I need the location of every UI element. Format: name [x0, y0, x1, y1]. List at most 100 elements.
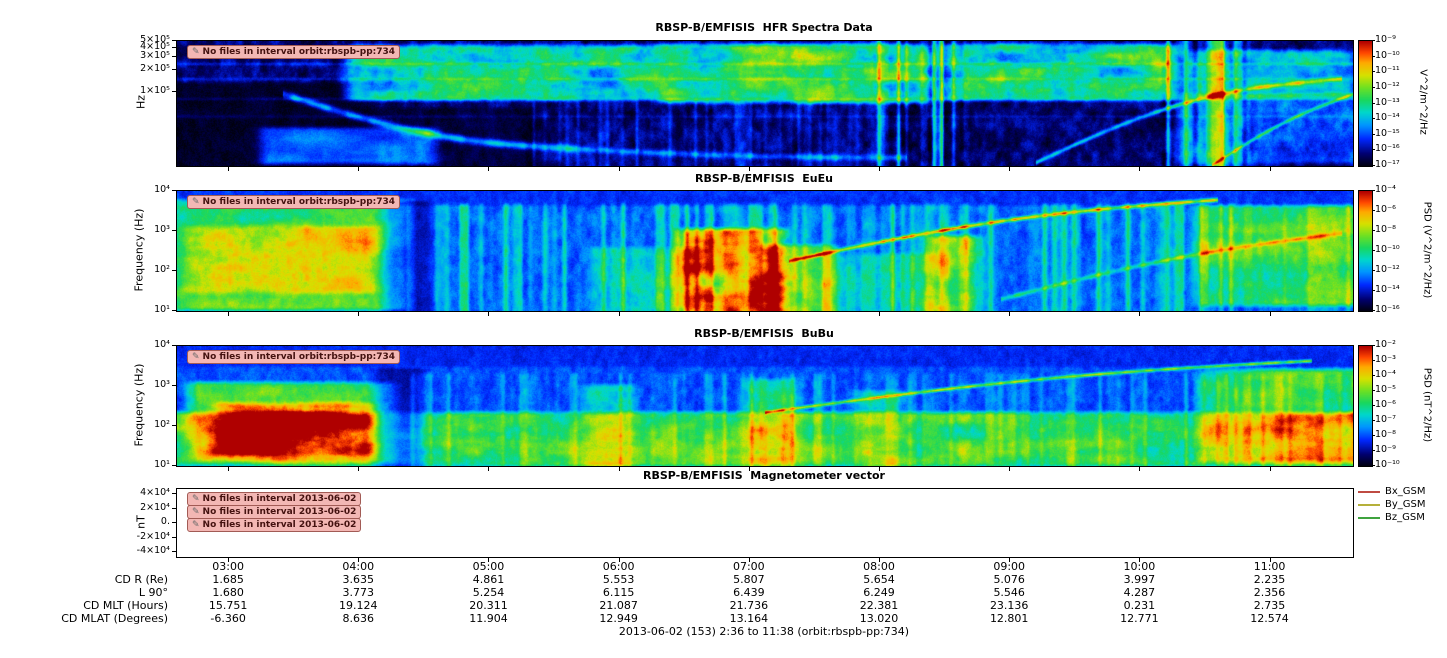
colorbar-gradient — [1359, 346, 1372, 466]
axis-row-value: 22.381 — [859, 599, 899, 612]
y-tick-mark — [172, 522, 176, 523]
axis-row-value: 23.136 — [989, 599, 1029, 612]
no-files-badge[interactable]: ✎ No files in interval 2013-06-02 — [187, 492, 362, 506]
axis-row-value: 12.949 — [599, 612, 638, 625]
colorbar-tick-label: 10⁻¹⁰ — [1375, 244, 1400, 255]
y-tick-mark — [172, 536, 176, 538]
pencil-icon: ✎ — [192, 520, 200, 530]
y-tick-label: 10² — [154, 419, 170, 430]
colorbar-tick-mark — [1372, 149, 1375, 151]
colorbar-tick-label: 10⁻³ — [1375, 354, 1396, 365]
hfr-spectrogram-canvas[interactable] — [177, 41, 1353, 166]
x-tick-mark — [358, 558, 360, 562]
y-tick-mark — [172, 507, 176, 509]
colorbar-tick-mark — [1372, 210, 1375, 211]
time-range-caption: 2013-06-02 (153) 2:36 to 11:38 (orbit:rb… — [618, 625, 910, 638]
y-tick-label: -4×10⁴ — [136, 545, 170, 556]
colorbar-tick-mark — [1372, 450, 1375, 451]
hfr-spectrogram-plot[interactable]: ✎ No files in interval orbit:rbspb-pp:734 — [176, 40, 1354, 167]
legend-label: Bz_GSM — [1385, 512, 1425, 523]
y-tick-mark — [172, 56, 176, 57]
colorbar-tick-mark — [1372, 405, 1375, 406]
x-tick-mark — [879, 558, 880, 562]
pencil-icon: ✎ — [192, 47, 200, 57]
no-files-badge[interactable]: ✎ No files in interval 2013-06-02 — [187, 518, 362, 532]
axis-row-label: CD R (Re) — [114, 573, 168, 586]
x-tick-mark — [879, 312, 880, 316]
x-tick-mark — [748, 558, 750, 562]
x-tick-mark — [358, 167, 360, 171]
colorbar-tick-mark — [1372, 71, 1375, 73]
y-tick-label: 10³ — [154, 379, 170, 390]
axis-row-value: 12.801 — [989, 612, 1029, 625]
x-tick-mark — [1269, 558, 1271, 562]
panel3-title: RBSP-B/EMFISIS BuBu — [694, 327, 834, 340]
x-tick-mark — [1139, 467, 1141, 471]
axis-row-label: CD MLT (Hours) — [83, 599, 168, 612]
colorbar-panel3 — [1358, 345, 1373, 467]
axis-row-value: 5.807 — [733, 573, 765, 586]
x-tick-mark — [358, 467, 360, 471]
no-files-badge[interactable]: ✎ No files in interval orbit:rbspb-pp:734 — [187, 45, 401, 59]
badge-text: No files in interval orbit:rbspb-pp:734 — [202, 352, 396, 362]
axis-row-value: 1.685 — [212, 573, 244, 586]
no-files-badge[interactable]: ✎ No files in interval 2013-06-02 — [187, 505, 362, 519]
time-tick-label: 08:00 — [863, 560, 895, 573]
no-files-badge[interactable]: ✎ No files in interval orbit:rbspb-pp:734 — [187, 350, 401, 364]
eueu-spectrogram-canvas[interactable] — [177, 191, 1353, 311]
y-tick-mark — [172, 551, 176, 552]
colorbar-tick-mark — [1372, 420, 1375, 421]
y-tick-label: 1×10⁵ — [140, 85, 170, 96]
colorbar-tick-mark — [1372, 86, 1375, 88]
pencil-icon: ✎ — [192, 197, 200, 207]
colorbar-tick-mark — [1372, 190, 1375, 191]
colorbar-tick-label: 10⁻⁹ — [1375, 444, 1396, 455]
no-files-badge[interactable]: ✎ No files in interval orbit:rbspb-pp:734 — [187, 195, 401, 209]
panel3-y-axis-label: Frequency (Hz) — [132, 363, 146, 447]
y-tick-mark — [172, 345, 176, 346]
badge-text: No files in interval 2013-06-02 — [202, 494, 357, 504]
magnetometer-plot[interactable]: ✎ No files in interval 2013-06-02 ✎ No file… — [176, 488, 1354, 558]
time-tick-label: 04:00 — [342, 560, 375, 573]
colorbar-tick-mark — [1372, 270, 1375, 271]
colorbar-tick-mark — [1372, 345, 1375, 346]
y-tick-label: 10⁴ — [154, 184, 170, 195]
legend-item[interactable]: Bx_GSM — [1358, 486, 1426, 497]
bubu-spectrogram-canvas[interactable] — [177, 346, 1353, 466]
y-tick-label: 2×10⁵ — [140, 63, 170, 74]
x-tick-mark — [748, 467, 750, 471]
x-tick-mark — [879, 467, 880, 471]
y-tick-mark — [172, 465, 176, 466]
bubu-spectrogram-plot[interactable]: ✎ No files in interval orbit:rbspb-pp:734 — [176, 345, 1354, 467]
y-tick-mark — [172, 425, 176, 426]
y-tick-label: 4×10⁵ — [140, 41, 170, 52]
axis-row-value: 21.087 — [599, 599, 638, 612]
y-tick-label: 10¹ — [154, 459, 170, 470]
axis-row-value: 8.636 — [342, 612, 375, 625]
legend-line-swatch — [1358, 490, 1380, 493]
colorbar-tick-mark — [1372, 230, 1375, 231]
axis-row-value: 15.751 — [208, 599, 248, 612]
colorbar-tick-label: 10⁻² — [1375, 339, 1396, 350]
legend-item[interactable]: By_GSM — [1358, 499, 1426, 510]
colorbar-tick-label: 10⁻¹² — [1375, 80, 1400, 92]
x-tick-mark — [1269, 167, 1271, 171]
colorbar-tick-label: 10⁻⁵ — [1375, 384, 1396, 395]
pencil-icon: ✎ — [192, 507, 200, 517]
y-tick-label: 10² — [154, 264, 170, 275]
time-tick-label: 05:00 — [472, 560, 505, 573]
axis-row-value: 21.736 — [729, 599, 769, 612]
y-tick-mark — [172, 190, 176, 191]
eueu-spectrogram-plot[interactable]: ✎ No files in interval orbit:rbspb-pp:734 — [176, 190, 1354, 312]
y-tick-mark — [172, 230, 176, 231]
y-tick-label: 5×10⁵ — [140, 34, 170, 45]
x-tick-mark — [1009, 167, 1011, 171]
panel1-title: RBSP-B/EMFISIS HFR Spectra Data — [655, 21, 873, 34]
y-tick-mark — [172, 47, 176, 48]
x-tick-mark — [228, 167, 230, 171]
x-tick-mark — [1009, 312, 1011, 316]
y-tick-label: 2×10⁴ — [140, 501, 170, 513]
colorbar-unit-label: PSD (nT^2/Hz) — [1421, 367, 1433, 443]
colorbar-tick-mark — [1372, 133, 1375, 135]
legend-item[interactable]: Bz_GSM — [1358, 512, 1425, 523]
